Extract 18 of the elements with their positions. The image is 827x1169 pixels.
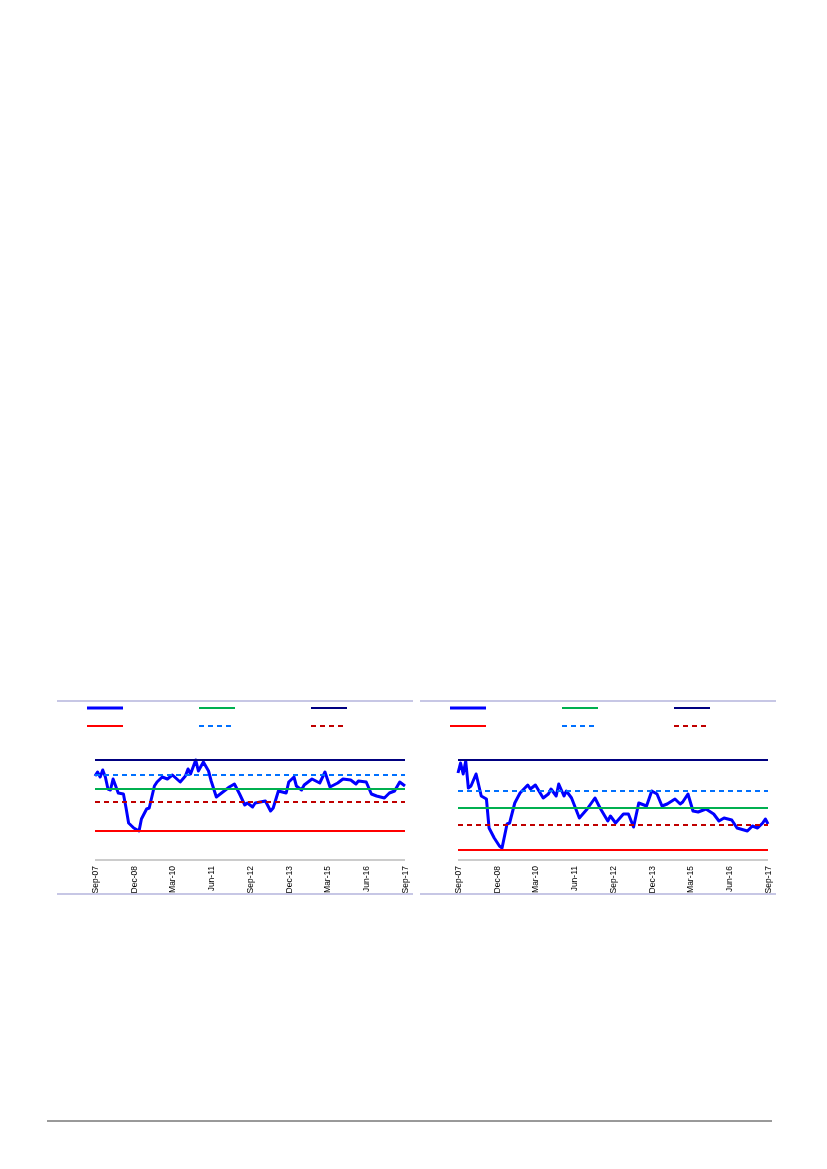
x-tick-label: Dec-13 xyxy=(283,865,294,894)
x-tick-label: Dec-08 xyxy=(128,865,139,894)
x-tick-label: Mar-10 xyxy=(530,865,541,893)
x-tick-label: Sep-12 xyxy=(245,865,256,894)
x-tick-label: Jun-11 xyxy=(569,865,580,892)
x-tick-label: Jun-11 xyxy=(206,865,217,892)
x-tick-label: Mar-10 xyxy=(167,865,178,893)
x-tick-label: Sep-17 xyxy=(400,865,410,894)
x-tick-label: Sep-12 xyxy=(608,865,619,894)
x-tick-label: Sep-17 xyxy=(763,865,773,894)
x-tick-label: Jun-16 xyxy=(361,865,372,892)
x-tick-label: Mar-15 xyxy=(322,865,333,893)
x-tick-label: Dec-13 xyxy=(646,865,657,894)
x-tick-label: Jun-16 xyxy=(724,865,735,892)
x-tick-label: Sep-07 xyxy=(453,865,463,894)
x-tick-label: Dec-08 xyxy=(491,865,502,894)
x-tick-label: Mar-15 xyxy=(685,865,696,893)
x-tick-label: Sep-07 xyxy=(90,865,100,894)
